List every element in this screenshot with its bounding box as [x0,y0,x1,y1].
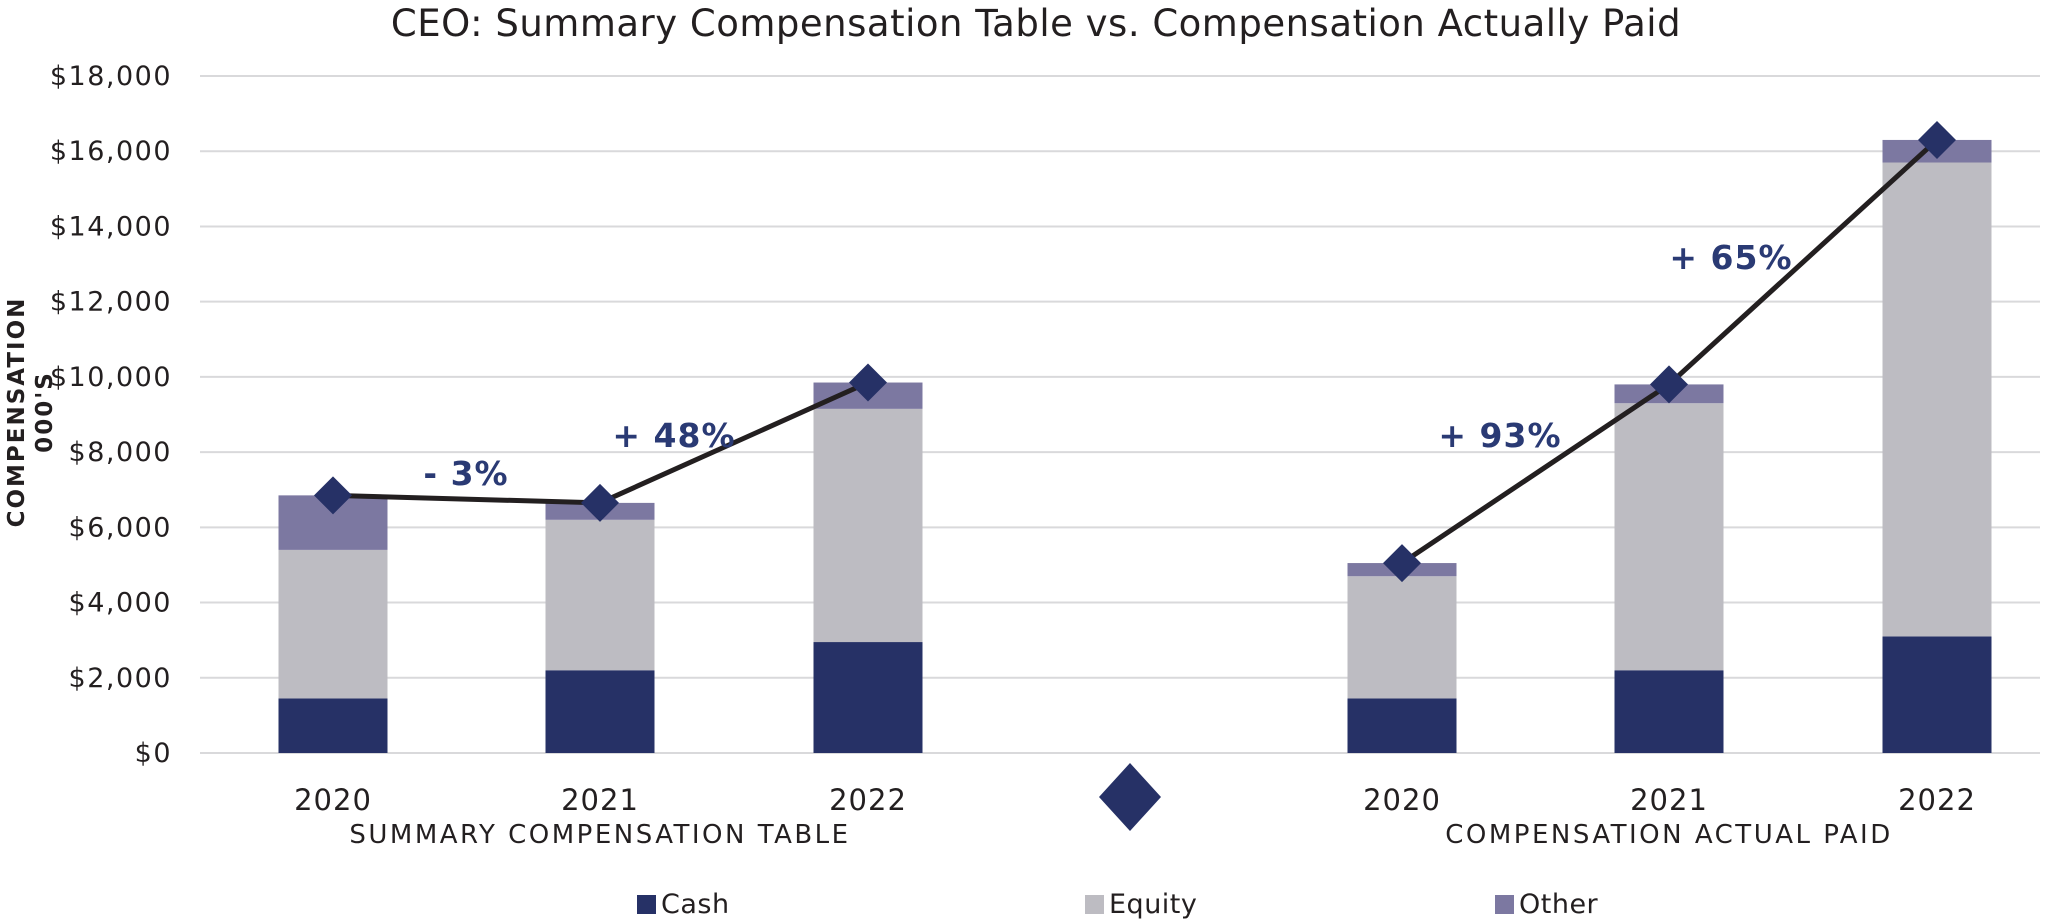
total-marker-2020 [1383,544,1421,583]
bar-segment-equity-2021 [545,519,655,671]
y-tick-label: $10,000 [50,362,172,393]
bar-segment-equity-2022 [1882,162,1992,637]
change-label: + 65% [1669,238,1792,277]
legend-swatch-other [1495,894,1514,914]
legend-label: Equity [1109,888,1198,920]
bar-segment-cash-2022 [813,642,923,753]
bar-segment-equity-2020 [1347,576,1457,699]
y-tick-label: $12,000 [50,287,172,318]
y-tick-label: $2,000 [69,663,172,694]
bar-segment-cash-2021 [545,670,655,753]
y-tick-label: $6,000 [69,512,172,543]
total-marker-2021 [581,483,619,522]
legend-swatch-equity [1085,894,1104,914]
y-tick-label: $16,000 [50,136,172,167]
y-tick-label: $4,000 [69,588,172,619]
y-tick-label: $0 [135,738,172,769]
total-marker-2022 [849,363,887,402]
legend-label: Cash [661,888,730,920]
diamond-separator-icon [1099,763,1161,831]
total-marker-2022 [1918,120,1956,159]
y-tick-label: $8,000 [69,437,172,468]
legend-swatch-cash [637,894,656,914]
legend-label: Other [1519,888,1599,920]
x-tick-label-2021: 2021 [1630,783,1708,817]
group-caption: COMPENSATION ACTUAL PAID [1445,820,1893,850]
total-marker-2021 [1650,365,1688,404]
legend-item-cash: Cash [637,888,730,920]
bar-segment-cash-2020 [278,698,388,753]
change-label: - 3% [423,454,508,493]
x-tick-label-2020: 2020 [1363,783,1441,817]
legend-item-equity: Equity [1085,888,1198,920]
total-marker-2020 [314,476,352,515]
bar-segment-equity-2021 [1614,403,1724,671]
x-tick-label-2022: 2022 [1898,783,1976,817]
bar-segment-equity-2020 [278,549,388,699]
x-tick-label-2022: 2022 [829,783,907,817]
chart-title: CEO: Summary Compensation Table vs. Comp… [390,2,1682,45]
y-tick-label: $14,000 [50,211,172,242]
y-tick-label: $18,000 [50,61,172,92]
x-tick-label-2021: 2021 [561,783,639,817]
x-tick-label-2020: 2020 [294,783,372,817]
group-caption: SUMMARY COMPENSATION TABLE [349,820,850,850]
legend-item-other: Other [1495,888,1599,920]
bar-segment-equity-2022 [813,408,923,643]
change-label: + 48% [612,416,735,455]
bar-segment-cash-2022 [1882,636,1992,753]
bar-segment-cash-2020 [1347,698,1457,753]
change-label: + 93% [1438,416,1561,455]
legend: Cash Equity Other [0,889,2072,923]
bar-segment-cash-2021 [1614,670,1724,753]
